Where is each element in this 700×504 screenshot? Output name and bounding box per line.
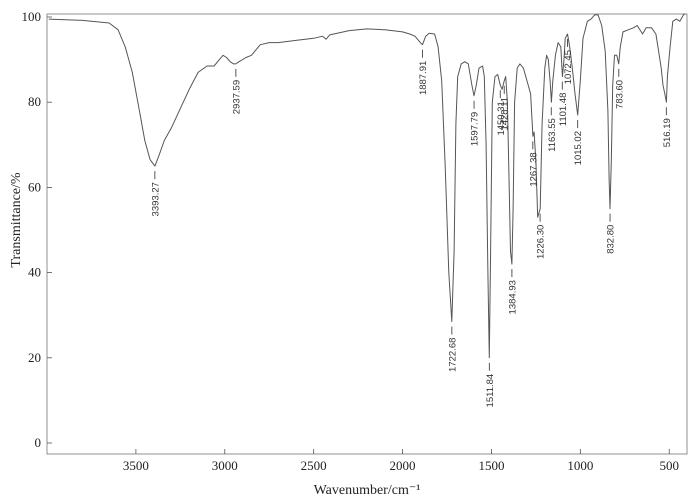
peak-annotation-6: 1450.31 <box>496 90 507 136</box>
peak-annotation-16: 783.60 <box>614 68 625 109</box>
peak-annotation-2: 1887.91 <box>418 49 429 95</box>
peak-annotation-14: 1015.02 <box>573 119 584 165</box>
x-tick-label-2500: 2500 <box>301 458 327 473</box>
peak-annotation-5: 1511.84 <box>485 362 496 408</box>
peak-label: 3393.27 <box>150 182 161 216</box>
peak-annotation-3: 1722.68 <box>447 326 458 372</box>
peak-label: 1384.93 <box>507 280 518 314</box>
y-tick-label-100: 100 <box>22 9 42 24</box>
peak-annotations: 3393.27 2937.59 1887.91 1722.68 1597.79 1511.… <box>150 39 673 408</box>
peak-label: 1511.84 <box>485 374 496 408</box>
peak-label: 1887.91 <box>418 61 429 95</box>
peak-annotation-11: 1163.55 <box>547 107 558 152</box>
peak-label: 2937.59 <box>231 80 242 114</box>
peak-label: 1101.48 <box>558 93 569 127</box>
y-tick-label-0: 0 <box>35 435 42 450</box>
peak-label: 1450.31 <box>496 101 507 135</box>
y-tick-label-40: 40 <box>28 265 41 280</box>
plot-frame <box>46 13 688 455</box>
x-tick-label-2000: 2000 <box>390 458 416 473</box>
y-tick-label-20: 20 <box>28 350 41 365</box>
y-tick-label-60: 60 <box>28 179 41 194</box>
peak-label: 516.19 <box>662 118 673 147</box>
peak-annotation-17: 516.19 <box>662 107 673 147</box>
x-tick-label-3500: 3500 <box>123 458 149 473</box>
peak-label: 1597.79 <box>470 112 481 146</box>
spectrum-line <box>48 13 686 359</box>
x-tick-label-1000: 1000 <box>567 458 593 473</box>
peak-label: 1267.38 <box>528 152 539 186</box>
peak-label: 1722.68 <box>447 338 458 372</box>
peak-label: 1015.02 <box>573 131 584 165</box>
y-tick-label-80: 80 <box>28 94 41 109</box>
peak-label: 1226.30 <box>536 225 547 259</box>
peak-label: 1072.45 <box>563 50 574 84</box>
x-tick-label-1500: 1500 <box>478 458 504 473</box>
peak-label: 1163.55 <box>547 118 558 152</box>
peak-annotation-15: 832.80 <box>606 213 617 254</box>
peak-annotation-1: 2937.59 <box>231 68 242 114</box>
peak-annotation-7: 1428.11 <box>500 85 511 131</box>
peak-annotation-4: 1597.79 <box>470 100 481 146</box>
peak-label: 783.60 <box>614 80 625 109</box>
peak-label: 832.80 <box>606 225 617 254</box>
x-axis: 3500 3000 2500 2000 1500 1000 500 <box>123 449 679 473</box>
peak-annotation-8: 1384.93 <box>507 269 518 314</box>
peak-annotation-13: 1072.45 <box>563 39 574 84</box>
x-tick-label-500: 500 <box>659 458 679 473</box>
peak-annotation-12: 1101.48 <box>558 81 569 127</box>
y-axis: 0 20 40 60 80 100 <box>22 9 52 450</box>
peak-label: 1428.11 <box>500 97 511 131</box>
y-axis-title: Transmittance/% <box>9 172 24 267</box>
peak-annotation-0: 3393.27 <box>150 171 161 216</box>
x-tick-label-3000: 3000 <box>212 458 238 473</box>
peak-annotation-10: 1226.30 <box>536 213 547 259</box>
peak-annotation-9: 1267.38 <box>528 141 539 187</box>
x-axis-title: Wavenumber/cm⁻¹ <box>314 483 421 498</box>
